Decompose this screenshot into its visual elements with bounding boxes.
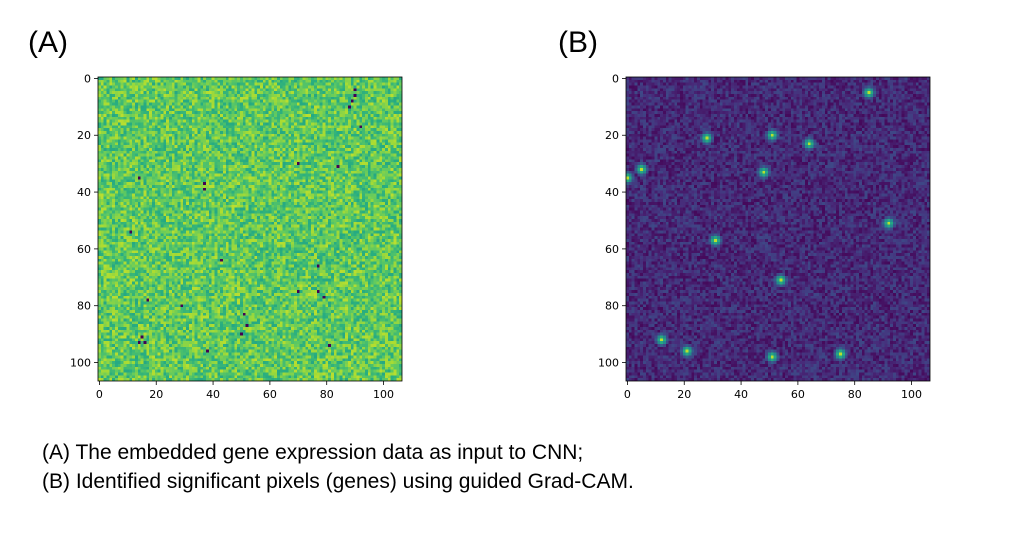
y-tick-label: 80 (77, 300, 91, 313)
y-tick-label: 100 (70, 357, 91, 370)
y-tick-label: 20 (605, 129, 619, 142)
heatmap-raster (98, 77, 402, 381)
panel-label-b: (B) (558, 26, 598, 59)
x-tick-label: 60 (263, 388, 277, 401)
y-tick-label: 80 (605, 300, 619, 313)
caption-a: (A) The embedded gene expression data as… (42, 441, 584, 464)
caption-b: (B) Identified significant pixels (genes… (42, 470, 634, 493)
axes-frame (97, 76, 403, 382)
x-tick-label: 0 (96, 388, 103, 401)
y-tick-label: 20 (77, 129, 91, 142)
x-tick-label: 40 (734, 388, 748, 401)
heatmap-b: 0 20 40 60 80 100 0 20 40 60 80 100 (598, 72, 931, 401)
y-tick-label: 60 (77, 243, 91, 256)
y-tick-label: 40 (77, 186, 91, 199)
x-tick-label: 20 (149, 388, 163, 401)
x-tick-label: 40 (206, 388, 220, 401)
x-tick-label: 100 (901, 388, 922, 401)
axes-frame (625, 76, 931, 382)
x-tick-label: 20 (677, 388, 691, 401)
x-tick-label: 0 (624, 388, 631, 401)
heatmap-raster (626, 77, 930, 381)
panel-label-a: (A) (28, 26, 68, 59)
heatmap-a: 0 20 40 60 80 100 0 20 40 60 80 100 (70, 72, 403, 401)
x-tick-label: 80 (848, 388, 862, 401)
y-tick-label: 40 (605, 186, 619, 199)
y-tick-label: 100 (598, 357, 619, 370)
y-tick-label: 60 (605, 243, 619, 256)
x-tick-label: 100 (373, 388, 394, 401)
x-tick-label: 60 (791, 388, 805, 401)
x-tick-label: 80 (320, 388, 334, 401)
y-tick-label: 0 (612, 72, 619, 85)
y-tick-label: 0 (84, 72, 91, 85)
